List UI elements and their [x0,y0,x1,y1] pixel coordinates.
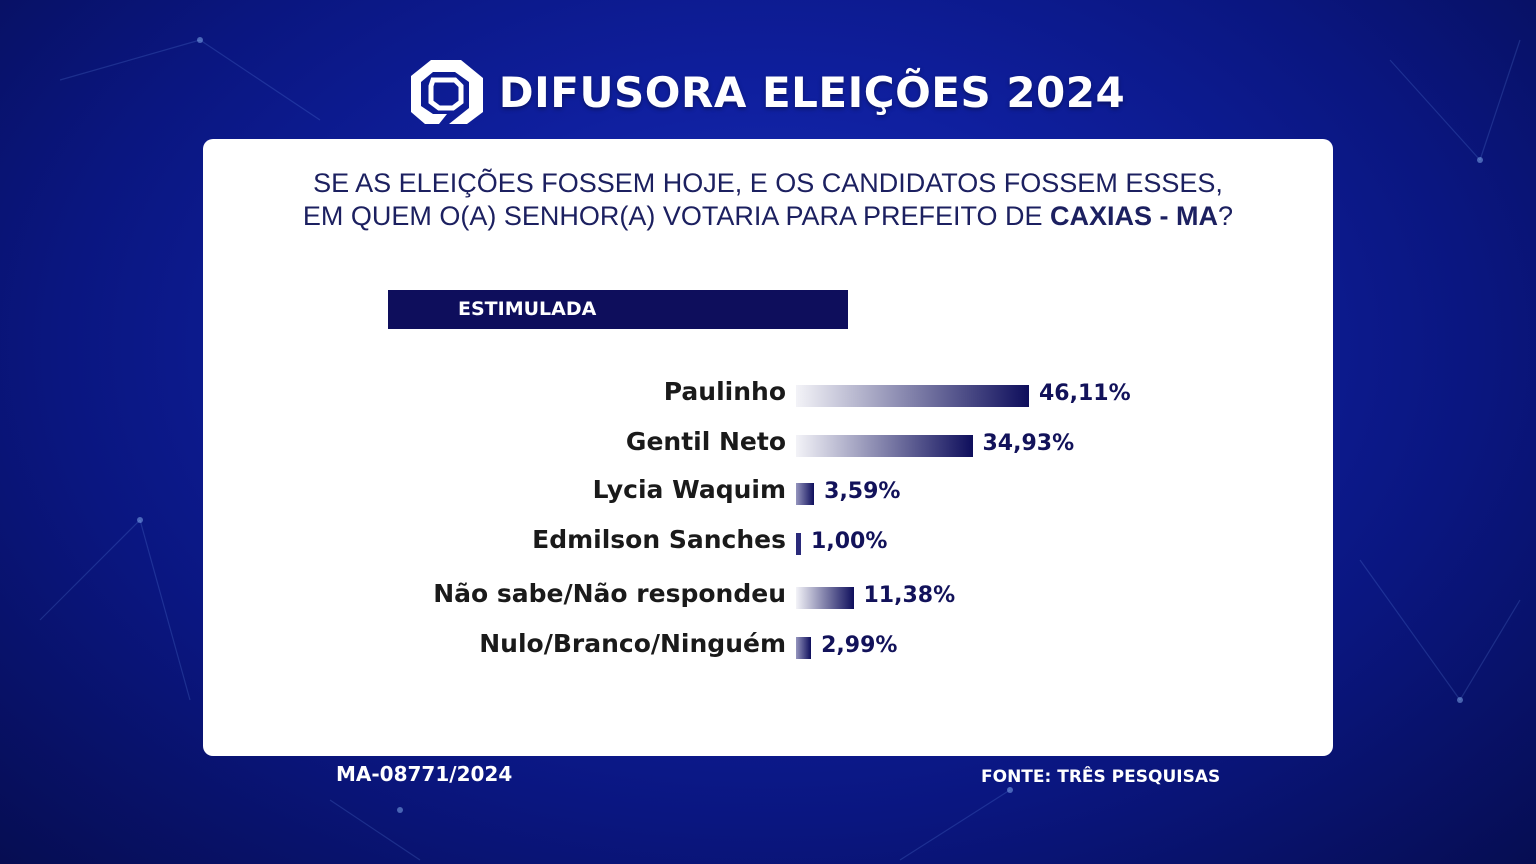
stimulated-tag: ESTIMULADA [388,290,848,329]
question-line-2-prefix: EM QUEM O(A) SENHOR(A) VOTARIA PARA PREF… [302,201,1051,231]
question-city: CAXIAS - MA [1050,201,1219,231]
poll-card: SE AS ELEIÇÕES FOSSEM HOJE, E OS CANDIDA… [203,139,1333,756]
candidate-bar [796,637,812,659]
candidate-bar [796,435,973,457]
question-line-2-suffix: ? [1218,201,1234,231]
candidate-name: Nulo/Branco/Ninguém [479,629,786,658]
candidate-value: 34,93% [982,431,1075,456]
candidate-value: 1,00% [811,529,888,554]
candidate-bar [796,587,854,609]
candidate-bar [796,483,815,505]
candidate-bar [796,385,1029,407]
candidate-name: Não sabe/Não respondeu [433,579,786,608]
candidate-name: Gentil Neto [625,427,786,456]
stimulated-tag-label: ESTIMULADA [458,298,597,320]
registration-number: MA-08771/2024 [336,762,513,786]
candidate-value: 46,11% [1039,381,1131,406]
question-line-1: SE AS ELEIÇÕES FOSSEM HOJE, E OS CANDIDA… [313,168,1223,198]
difusora-logo-icon [410,60,483,124]
candidate-value: 2,99% [821,633,898,658]
question-line-2: EM QUEM O(A) SENHOR(A) VOTARIA PARA PREF… [203,200,1333,233]
candidate-name: Edmilson Sanches [532,525,786,554]
header-title: DIFUSORA ELEIÇÕES 2024 [498,67,1126,117]
candidate-bar [796,533,802,555]
candidate-value: 11,38% [863,583,956,608]
source-label: FONTE: TRÊS PESQUISAS [981,767,1221,787]
header: DIFUSORA ELEIÇÕES 2024 [0,52,1536,132]
candidate-value: 3,59% [824,479,901,504]
candidate-name: Paulinho [663,377,786,406]
poll-question: SE AS ELEIÇÕES FOSSEM HOJE, E OS CANDIDA… [203,167,1333,233]
candidate-name: Lycia Waquim [592,475,786,504]
